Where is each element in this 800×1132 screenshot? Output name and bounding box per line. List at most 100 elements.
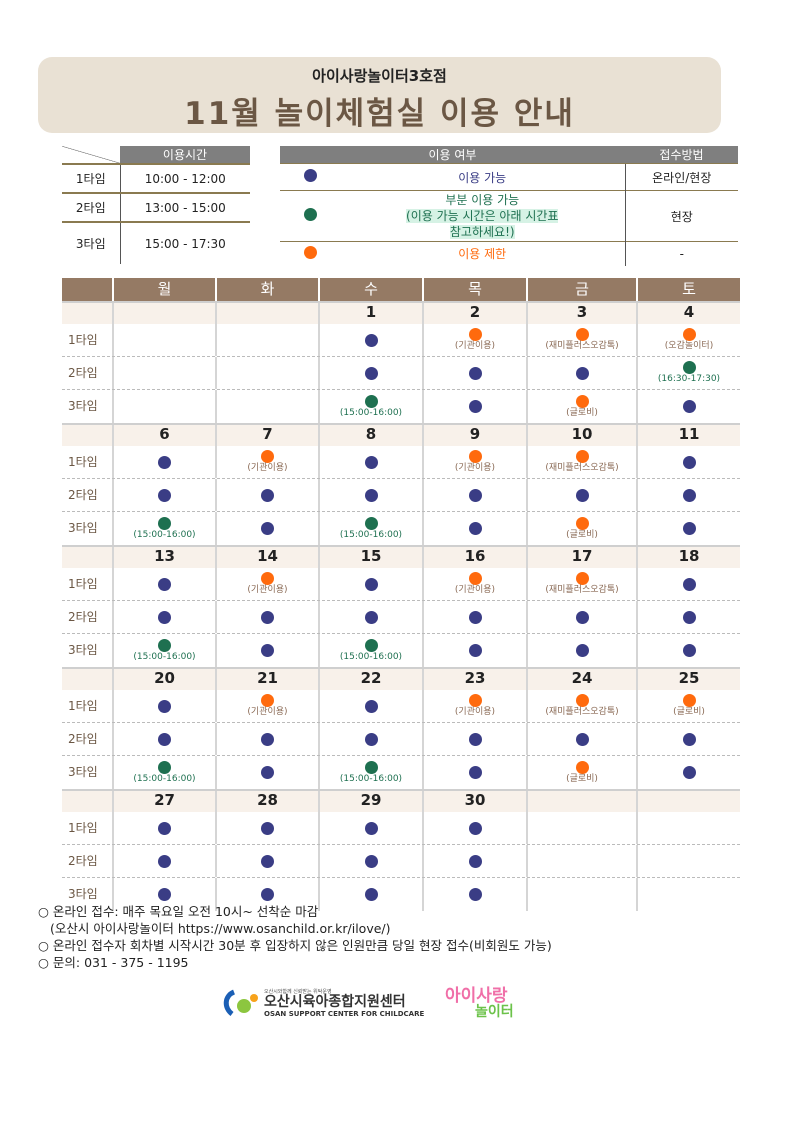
available-dot-icon xyxy=(261,732,274,746)
branch-name: 아이사랑놀이터3호점 xyxy=(312,67,447,85)
restricted-dot-icon xyxy=(575,516,589,530)
slot-cell xyxy=(422,512,526,545)
date-cell: 6 xyxy=(112,425,215,446)
slot-cell: (15:00-16:00) xyxy=(318,390,422,423)
slot-cell xyxy=(318,845,422,877)
slot-label: 1타임 xyxy=(68,821,98,835)
slot-cell xyxy=(422,601,526,633)
slot-cell xyxy=(215,601,318,633)
available-dot-icon xyxy=(575,610,589,624)
slot-cell xyxy=(526,479,636,511)
available-dot-icon xyxy=(364,333,378,347)
slot-cell xyxy=(636,634,740,667)
slot-label: 2타임 xyxy=(68,854,98,868)
time-header: 이용시간 xyxy=(120,146,250,164)
date-cell: 28 xyxy=(215,791,318,812)
osan-logo-icon xyxy=(223,989,258,1016)
status-header: 이용 여부 xyxy=(280,146,625,164)
slot-note: (15:00-16:00) xyxy=(133,773,196,784)
slot-cell xyxy=(422,357,526,389)
date-cell: 29 xyxy=(318,791,422,812)
slot-cell xyxy=(215,324,318,356)
slot-cell xyxy=(422,878,526,911)
weekday-header: 월 화 수 목 금 토 xyxy=(62,278,740,301)
slot-cell xyxy=(318,723,422,755)
available-dot-icon xyxy=(158,577,171,591)
partial-dot-icon xyxy=(158,760,171,774)
slot-cell: (기관이용) xyxy=(422,568,526,600)
org-name: 오산시육아종합지원센터 xyxy=(264,994,406,1010)
partial-dot-icon xyxy=(158,638,171,652)
date-cell: 11 xyxy=(636,425,740,446)
slot-label: 2타임 xyxy=(62,192,121,222)
restricted-dot-icon xyxy=(682,694,696,707)
slot-cell xyxy=(636,512,740,545)
available-dot-icon xyxy=(682,488,696,502)
date-cell: 14 xyxy=(215,547,318,568)
available-dot-icon xyxy=(364,577,378,591)
date-cell: 23 xyxy=(422,669,526,690)
slot-cell xyxy=(636,446,740,478)
slot-cell: (기관이용) xyxy=(422,446,526,478)
ilove-logo: 아이사랑 놀이터 xyxy=(445,988,514,1020)
calendar-week: 1 2 3 4 1타임 (기관이용) (재미플러스오감톡) (오감놀이터) 2타임 (16:30-… xyxy=(62,301,740,423)
calendar: 월 화 수 목 금 토 1 2 3 4 1타임 (기관이용) (재미플러스오감톡) (오감놀이… xyxy=(62,278,740,911)
slot-note: (글로비) xyxy=(566,407,598,418)
slot-cell: (글로비) xyxy=(526,390,636,423)
restricted-dot-icon xyxy=(575,328,589,341)
partial-dot-icon xyxy=(364,760,378,774)
weekday: 토 xyxy=(636,278,740,301)
slot-cell: (재미플러스오감톡) xyxy=(526,446,636,478)
slot-cell xyxy=(526,845,636,877)
restricted-dot-icon xyxy=(575,694,589,707)
slot-cell: (15:00-16:00) xyxy=(318,756,422,789)
note-url: (오산시 아이사랑놀이터 https://www.osanchild.or.kr… xyxy=(50,921,391,936)
available-dot-icon xyxy=(364,699,378,713)
available-dot-icon xyxy=(364,455,378,469)
restricted-dot-icon xyxy=(468,694,482,707)
slot-label: 1타임 xyxy=(62,163,121,193)
available-dot-icon xyxy=(468,644,482,657)
available-dot-icon xyxy=(364,888,378,901)
slot-label: 1타임 xyxy=(68,699,98,713)
date-cell: 22 xyxy=(318,669,422,690)
available-dot-icon xyxy=(468,522,482,535)
available-dot-icon xyxy=(364,854,378,868)
slot-cell xyxy=(215,634,318,667)
restricted-dot-icon xyxy=(261,694,274,707)
slot-cell xyxy=(636,845,740,877)
slot-cell: (글로비) xyxy=(526,512,636,545)
date-cell: 24 xyxy=(526,669,636,690)
available-dot-icon xyxy=(364,821,378,835)
date-cell: 8 xyxy=(318,425,422,446)
slot-cell xyxy=(422,845,526,877)
slot-note: (재미플러스오감톡) xyxy=(545,463,619,473)
slot-label: 1타임 xyxy=(68,455,98,469)
available-dot-icon xyxy=(682,455,696,469)
slot-cell xyxy=(636,878,740,911)
weekday: 화 xyxy=(215,278,318,301)
slot-cell xyxy=(526,357,636,389)
slot-cell: (재미플러스오감톡) xyxy=(526,324,636,356)
slot-cell xyxy=(636,568,740,600)
slot-note: (15:00-16:00) xyxy=(133,651,196,662)
slot-time: 10:00 - 12:00 xyxy=(120,163,250,193)
slot-note: (재미플러스오감톡) xyxy=(545,585,619,595)
available-dot-icon xyxy=(575,488,589,502)
slot-note: (기관이용) xyxy=(454,463,496,473)
available-dot-icon xyxy=(261,888,274,901)
available-dot-icon xyxy=(364,366,378,380)
slot-label: 3타임 xyxy=(68,643,98,657)
slot-cell xyxy=(318,357,422,389)
slot-cell xyxy=(422,756,526,789)
slot-label: 2타임 xyxy=(68,366,98,380)
slot-note: (15:00-16:00) xyxy=(339,407,403,418)
available-dot-icon xyxy=(261,766,274,779)
slot-cell: (15:00-16:00) xyxy=(112,756,215,789)
date-cell: 2 xyxy=(422,303,526,324)
date-cell: 17 xyxy=(526,547,636,568)
available-dot-icon xyxy=(261,644,274,657)
slot-cell: (글로비) xyxy=(636,690,740,722)
slot-cell xyxy=(112,845,215,877)
slot-label: 2타임 xyxy=(68,488,98,502)
